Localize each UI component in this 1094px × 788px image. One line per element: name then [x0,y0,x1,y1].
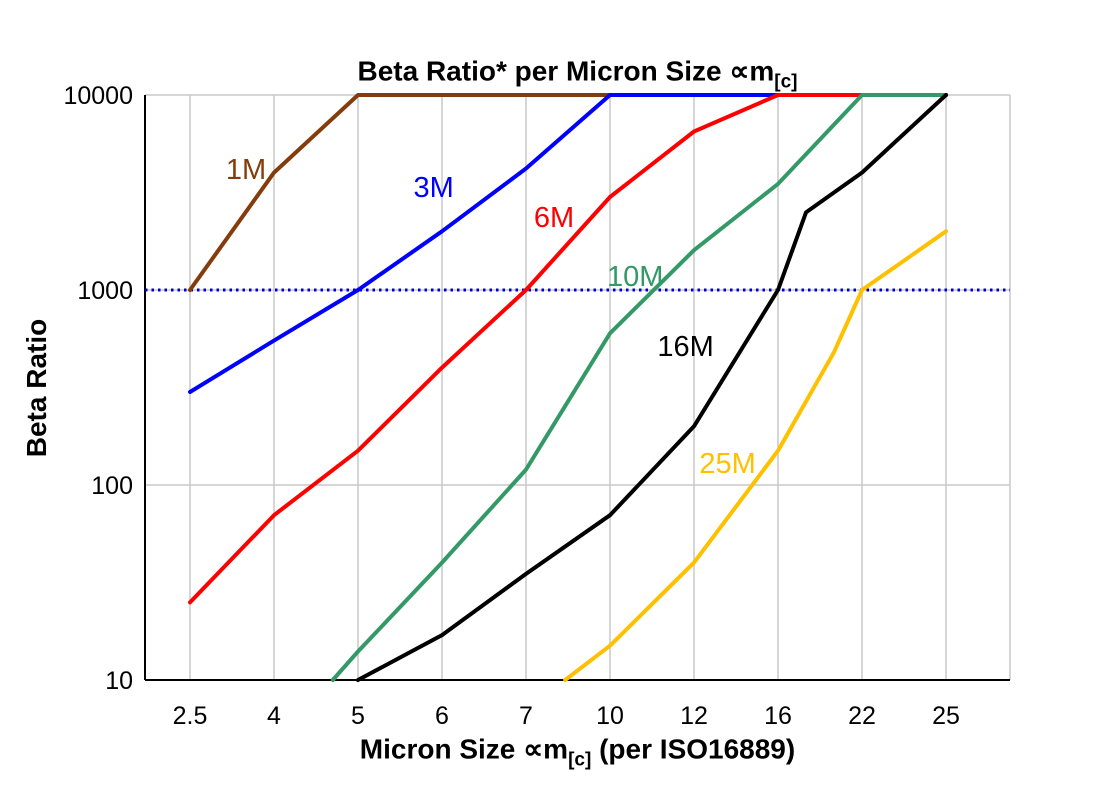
chart-title: Beta Ratio* per Micron Size ∝m[c] [145,55,1010,94]
x-tick-label: 22 [848,702,876,730]
series-label-25M: 25M [699,448,755,480]
series-label-3M: 3M [413,172,453,204]
x-tick-label: 6 [435,702,449,730]
y-tick-label: 10 [105,667,133,695]
y-tick-label: 10000 [63,82,133,110]
x-tick-label: 4 [267,702,281,730]
y-tick-label: 100 [91,472,133,500]
series-label-1M: 1M [226,154,266,186]
x-tick-label: 12 [680,702,708,730]
x-axis-title-tail: (per ISO16889) [591,733,796,765]
series-label-10M: 10M [607,261,663,293]
x-tick-label: 16 [764,702,792,730]
chart-title-subscript: [c] [774,71,798,93]
y-tick-labels: 10 100 1000 10000 [63,82,133,695]
x-tick-label: 5 [351,702,365,730]
x-axis-title-subscript: [c] [568,749,592,771]
x-axis-title: Micron Size ∝m[c] (per ISO16889) [145,733,1010,772]
series-label-16M: 16M [657,331,713,363]
series-line-3M [188,93,948,394]
series-line-6M [188,93,948,605]
x-tick-label: 10 [596,702,624,730]
x-tick-label: 25 [932,702,960,730]
x-axis-title-text: Micron Size ∝m [359,733,569,765]
x-tick-labels: 2.5 4 5 6 7 10 12 16 22 25 [173,702,960,730]
series-line-25M [563,229,948,682]
series-label-6M: 6M [534,202,574,234]
x-tick-label: 7 [519,702,533,730]
axes [144,95,1010,681]
x-tick-label: 2.5 [173,702,208,730]
series-line-10M [330,93,948,682]
chart-title-text: Beta Ratio* per Micron Size ∝m [357,55,775,87]
series-labels: 1M 3M 6M 10M 16M 25M [226,154,756,480]
series-lines [188,93,948,682]
y-tick-label: 1000 [77,277,133,305]
series-line-16M [356,93,948,682]
